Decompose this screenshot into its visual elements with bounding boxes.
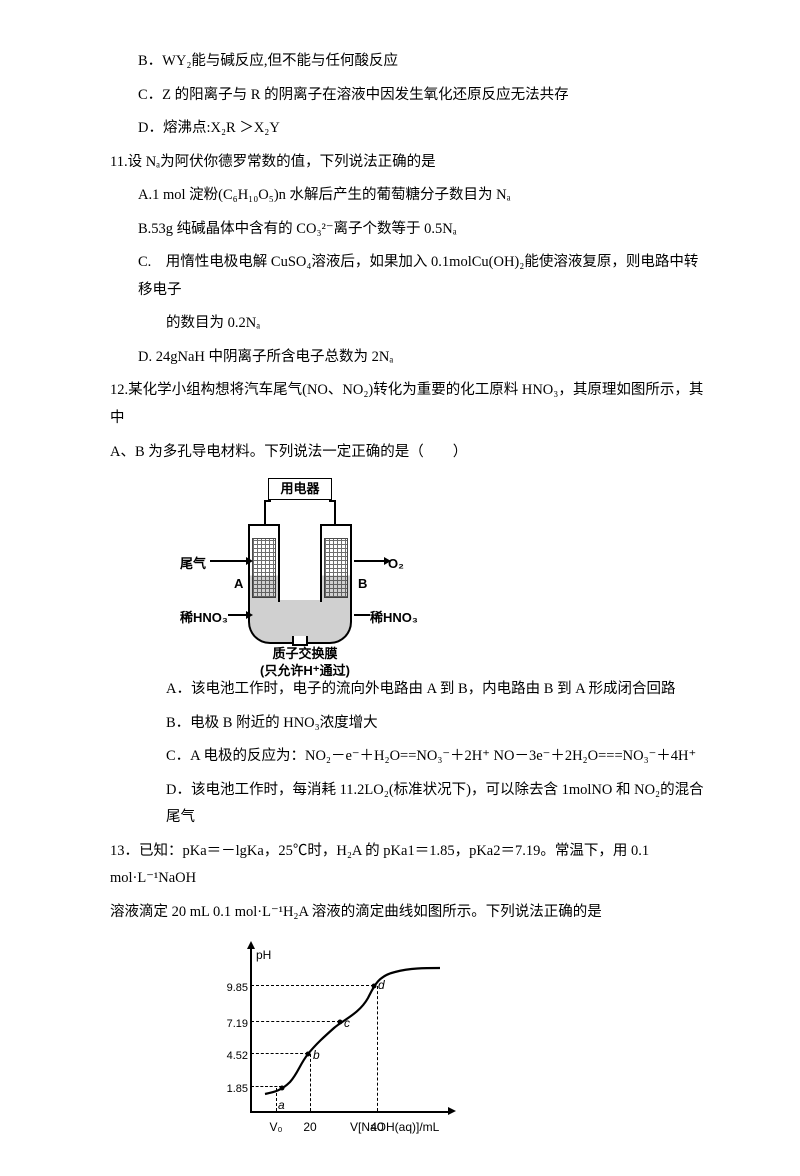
q12-d: D．该电池工作时，每消耗 11.2LO₂(标准状况下)，可以除去含 1molNO… (110, 777, 710, 832)
q13-stem-2: 溶液滴定 20 mL 0.1 mol·L⁻¹H₂A 溶液的滴定曲线如图所示。下列… (110, 899, 710, 927)
point-label-c: c (344, 1012, 350, 1035)
xtick-20: 20 (295, 1116, 325, 1139)
q11-b: B.53g 纯碱晶体中含有的 CO₃²⁻离子个数等于 0.5Nₐ (110, 216, 710, 244)
titration-curve (200, 936, 460, 1136)
acid-right: 稀HNO₃ (370, 606, 418, 631)
q12-c: C．A 电极的反应为：NO₂－e⁻＋H₂O==NO₃⁻＋2H⁺ NO－3e⁻＋2… (110, 743, 710, 771)
dash-v-0 (276, 1088, 277, 1111)
point-label-a: a (278, 1094, 285, 1117)
ytick-9.85: 9.85 (208, 978, 248, 999)
point-label-b: b (313, 1044, 320, 1067)
point-a (280, 1086, 285, 1091)
q12-b: B．电极 B 附近的 HNO₃浓度增大 (110, 710, 710, 738)
q12-stem-2: A、B 为多孔导电材料。下列说法一定正确的是（ ） (110, 439, 710, 467)
option-10d: D．熔沸点:X₂R ＞X₂Y (110, 115, 710, 143)
option-10c: C．Z 的阳离子与 R 的阴离子在溶液中因发生氧化还原反应无法共存 (110, 82, 710, 110)
electrochemistry-diagram: 用电器 尾气 O₂ A B 稀HNO₃ 稀HNO₃ 质子交换膜 (只允许H⁺通过… (180, 476, 420, 666)
option-10b: B．WY₂能与碱反应,但不能与任何酸反应 (110, 48, 710, 76)
acid-left: 稀HNO₃ (180, 606, 228, 631)
exhaust-arrow (210, 560, 246, 562)
point-c (338, 1020, 343, 1025)
dash-h-1 (251, 1021, 340, 1022)
wire-left (264, 500, 266, 524)
q11-c-line2: 的数目为 0.2Nₐ (110, 310, 710, 338)
q12-a: A．该电池工作时，电子的流向外电路由 A 到 B，内电路由 B 到 A 形成闭合… (110, 676, 710, 704)
q11-c-line1: C. 用惰性电极电解 CuSO₄溶液后，如果加入 0.1molCu(OH)₂能使… (110, 249, 710, 304)
q12-stem-1: 12.某化学小组构想将汽车尾气(NO、NO₂)转化为重要的化工原料 HNO₃，其… (110, 377, 710, 432)
dash-h-0 (251, 985, 374, 986)
electrode-a-label: A (234, 572, 243, 597)
point-b (306, 1052, 311, 1057)
point-label-d: d (378, 974, 385, 997)
wire-tr (329, 500, 336, 502)
exhaust-label: 尾气 (180, 552, 206, 577)
electrode-b-label: B (358, 572, 367, 597)
point-d (372, 984, 377, 989)
q11-a: A.1 mol 淀粉(C₆H₁₀O₅)n 水解后产生的葡萄糖分子数目为 Nₐ (110, 182, 710, 210)
dash-h-3 (251, 1086, 282, 1087)
dash-v-2 (377, 986, 378, 1111)
titration-curve-diagram: pH V[NaOH(aq)]/mL 9.857.194.521.85V₀2040… (200, 936, 460, 1136)
q11-stem: 11.设 Nₐ为阿伏你德罗常数的值，下列说法正确的是 (110, 149, 710, 177)
o2-arrow (354, 560, 384, 562)
wire-right (334, 500, 336, 524)
xtick-V₀: V₀ (261, 1116, 291, 1139)
acid-arrow-r (354, 614, 370, 616)
device-box: 用电器 (268, 478, 332, 500)
q11-d: D. 24gNaH 中阴离子所含电子总数为 2Nₐ (110, 344, 710, 372)
ytick-7.19: 7.19 (208, 1014, 248, 1035)
xtick-40: 40 (362, 1116, 392, 1139)
porous-a (252, 538, 276, 598)
membrane-caption: 质子交换膜 (只允许H⁺通过) (210, 646, 400, 680)
dash-v-1 (310, 1054, 311, 1111)
ytick-1.85: 1.85 (208, 1079, 248, 1100)
dash-h-2 (251, 1053, 308, 1054)
wire-tl (264, 500, 271, 502)
ytick-4.52: 4.52 (208, 1046, 248, 1067)
acid-arrow-l (228, 614, 246, 616)
q13-stem-1: 13．已知：pKa＝－lgKa，25℃时，H₂A 的 pKa1＝1.85，pKa… (110, 838, 710, 893)
porous-b (324, 538, 348, 598)
membrane-tab (292, 636, 308, 646)
